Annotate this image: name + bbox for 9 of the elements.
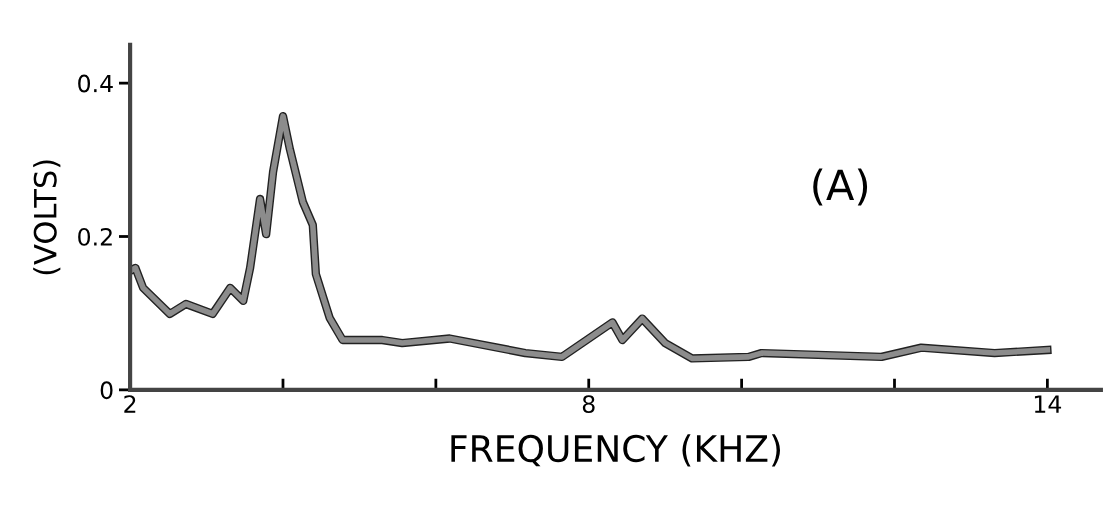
- x-tick-label: 14: [1034, 395, 1062, 413]
- annotation: (A): [813, 168, 868, 206]
- y-axis-title: (VOLTS): [33, 160, 61, 275]
- x-axis-title: FREQUENCY (KHZ): [451, 434, 780, 467]
- x-tick-label: 2: [124, 395, 136, 413]
- y-tick-label: 0.4: [78, 74, 113, 93]
- x-tick-label: 8: [582, 395, 595, 413]
- y-tick-label: 0.2: [78, 227, 112, 246]
- y-tick-label: 0: [100, 381, 113, 400]
